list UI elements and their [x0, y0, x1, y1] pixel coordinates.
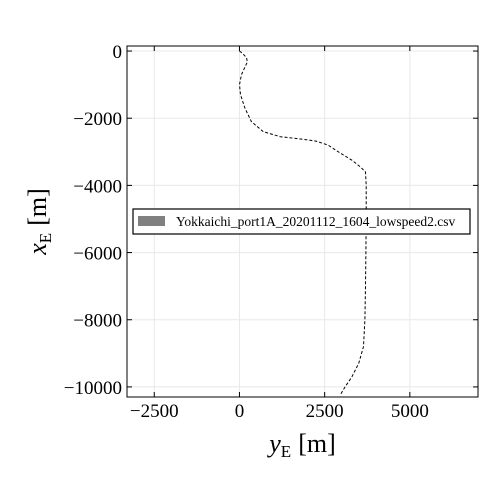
x-tick-label: 0 [235, 401, 245, 422]
x-axis-label: yE [m] [266, 429, 335, 461]
y-tick-label: −8000 [73, 311, 122, 332]
x-axis-label-unit: [m] [298, 429, 336, 458]
legend-box [132, 208, 471, 235]
axis-ticks [127, 46, 478, 397]
legend-label: Yokkaichi_port1A_20201112_1604_lowspeed2… [176, 214, 455, 229]
grid-lines [127, 46, 478, 397]
x-axis-label-sub: E [281, 442, 291, 461]
y-tick-label: 0 [113, 42, 123, 63]
tick-labels: −2500 0 2500 5000 0 −2000 −4000 −6000 −8000 −1000… [64, 42, 429, 422]
series-layer [239, 50, 367, 396]
legend: Yokkaichi_port1A_20201112_1604_lowspeed2… [132, 208, 471, 235]
y-tick-label: −10000 [64, 378, 122, 399]
x-tick-label: −2500 [130, 401, 179, 422]
y-axis-label: xE [m] [23, 188, 55, 255]
plot-frame [126, 45, 479, 398]
y-tick-label: −6000 [73, 244, 122, 265]
legend-swatch [138, 216, 165, 226]
y-tick-label: −2000 [73, 109, 122, 130]
y-axis-label-sub: E [36, 233, 55, 243]
series-line [239, 50, 367, 396]
x-tick-label: 2500 [306, 401, 344, 422]
x-axis-label-var: y [266, 429, 281, 458]
y-tick-label: −4000 [73, 176, 122, 197]
y-axis-label-unit: [m] [23, 188, 52, 226]
y-axis-label-var: x [23, 243, 52, 256]
x-tick-label: 5000 [391, 401, 429, 422]
